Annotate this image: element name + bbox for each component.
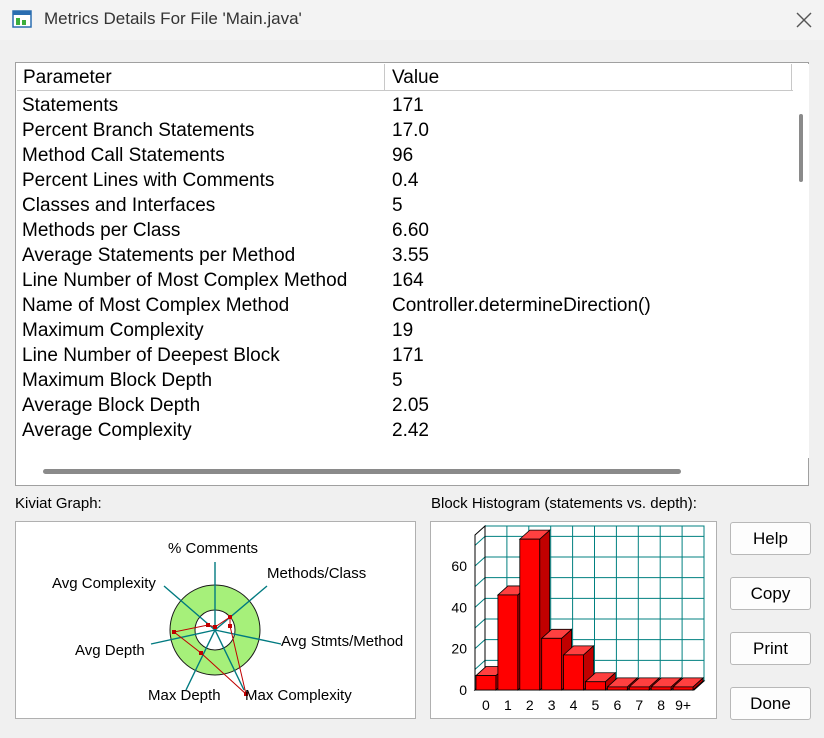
value-cell: 171: [392, 345, 424, 366]
parameter-cell: Percent Lines with Comments: [22, 170, 275, 191]
histogram-gridline: [474, 618, 486, 629]
kiviat-axis-avg-complexity: Avg Complexity: [52, 575, 156, 592]
window-title: Metrics Details For File 'Main.java': [44, 9, 302, 28]
horizontal-scrollbar[interactable]: [17, 459, 794, 485]
value-cell: 164: [392, 270, 424, 291]
histogram-x-tick-label: 2: [526, 697, 534, 713]
parameter-cell: Average Statements per Method: [22, 245, 296, 266]
parameter-cell: Line Number of Deepest Block: [22, 345, 280, 366]
histogram-y-tick-label: 0: [459, 682, 467, 698]
parameter-cell: Maximum Complexity: [22, 320, 204, 341]
histogram-gridline: [474, 639, 486, 650]
histogram-x-tick-label: 3: [548, 697, 556, 713]
histogram-gridline: [474, 597, 486, 608]
histogram-y-tick-label: 20: [451, 641, 467, 657]
histogram-gridline: [474, 577, 486, 588]
histogram-x-tick-label: 6: [613, 697, 621, 713]
value-cell: 5: [392, 195, 403, 216]
histogram-y-tick-label: 40: [451, 599, 467, 615]
help-button[interactable]: Help: [730, 522, 811, 555]
parameter-cell: Average Block Depth: [22, 395, 201, 416]
copy-button[interactable]: Copy: [730, 577, 811, 610]
table-row[interactable]: Method Call Statements 96: [17, 143, 793, 168]
table-row[interactable]: Name of Most Complex Method Controller.de…: [17, 293, 793, 318]
histogram-x-tick-label: 9+: [675, 697, 691, 713]
histogram-label: Block Histogram (statements vs. depth):: [431, 495, 697, 512]
histogram-gridline: [474, 535, 486, 546]
histogram-x-tick-label: 7: [635, 697, 643, 713]
table-row[interactable]: Average Complexity 2.42: [17, 418, 793, 443]
value-cell: 3.55: [392, 245, 429, 266]
value-cell: 5: [392, 370, 403, 391]
histogram-gridline: [474, 556, 486, 567]
value-cell: 171: [392, 95, 424, 116]
app-window-icon: [12, 10, 32, 28]
kiviat-label: Kiviat Graph:: [15, 495, 102, 512]
table-row[interactable]: Classes and Interfaces 5: [17, 193, 793, 218]
histogram-bar: [672, 677, 705, 691]
table-header: Parameter Value: [17, 64, 793, 91]
metrics-table[interactable]: Parameter Value Statements 171 Percent Bra…: [15, 62, 809, 486]
table-row[interactable]: Percent Branch Statements 17.0: [17, 118, 793, 143]
parameter-cell: Name of Most Complex Method: [22, 295, 290, 316]
value-cell: 96: [392, 145, 414, 166]
parameter-cell: Average Complexity: [22, 420, 192, 441]
parameter-cell: Classes and Interfaces: [22, 195, 216, 216]
table-body: Statements 171 Percent Branch Statements 17…: [17, 93, 793, 443]
histogram-x-tick-label: 4: [570, 697, 578, 713]
parameter-cell: Percent Branch Statements: [22, 120, 255, 141]
table-row[interactable]: Percent Lines with Comments 0.4: [17, 168, 793, 193]
close-icon: [796, 12, 812, 28]
value-cell: 0.4: [392, 170, 419, 191]
kiviat-axis-methods-class: Methods/Class: [267, 565, 366, 582]
table-row[interactable]: Average Statements per Method 3.55: [17, 243, 793, 268]
print-button[interactable]: Print: [730, 632, 811, 665]
column-header-value[interactable]: Value: [386, 64, 792, 91]
kiviat-graph: % Comments Methods/Class Avg Stmts/Metho…: [15, 521, 416, 719]
close-button[interactable]: [784, 0, 824, 40]
table-row[interactable]: Line Number of Most Complex Method 164: [17, 268, 793, 293]
value-cell: Controller.determineDirection(): [392, 295, 651, 316]
histogram-x-tick-label: 5: [592, 697, 600, 713]
vertical-scroll-thumb[interactable]: [799, 114, 803, 182]
histogram-bar: [584, 671, 617, 691]
histogram-x-tick-label: 0: [482, 697, 490, 713]
value-cell: 17.0: [392, 120, 429, 141]
vertical-scrollbar[interactable]: [794, 64, 809, 458]
title-bar: Metrics Details For File 'Main.java': [0, 0, 824, 40]
kiviat-axis-max-depth: Max Depth: [148, 687, 221, 704]
value-cell: 6.60: [392, 220, 429, 241]
kiviat-axis-avg-stmts: Avg Stmts/Method: [281, 633, 403, 650]
horizontal-scroll-thumb[interactable]: [43, 469, 681, 474]
column-header-parameter[interactable]: Parameter: [17, 64, 385, 91]
parameter-cell: Maximum Block Depth: [22, 370, 213, 391]
table-row[interactable]: Methods per Class 6.60: [17, 218, 793, 243]
table-row[interactable]: Average Block Depth 2.05: [17, 393, 793, 418]
value-cell: 19: [392, 320, 414, 341]
parameter-cell: Method Call Statements: [22, 145, 225, 166]
kiviat-axis-comments: % Comments: [168, 540, 258, 557]
value-cell: 2.05: [392, 395, 429, 416]
value-cell: 2.42: [392, 420, 429, 441]
table-row[interactable]: Line Number of Deepest Block 171: [17, 343, 793, 368]
histogram-x-tick-label: 8: [657, 697, 665, 713]
table-row[interactable]: Statements 171: [17, 93, 793, 118]
histogram-gridline: [474, 659, 486, 670]
histogram-x-tick-label: 1: [504, 697, 512, 713]
kiviat-axis-avg-depth: Avg Depth: [75, 642, 145, 659]
block-histogram: 0 20 40 60 0 1 2 3 4 5 6 7 8 9+: [430, 521, 717, 719]
parameter-cell: Methods per Class: [22, 220, 181, 241]
parameter-cell: Statements: [22, 95, 119, 116]
parameter-cell: Line Number of Most Complex Method: [22, 270, 348, 291]
histogram-y-tick-label: 60: [451, 558, 467, 574]
table-row[interactable]: Maximum Block Depth 5: [17, 368, 793, 393]
kiviat-axis-max-complexity: Max Complexity: [245, 687, 352, 704]
table-row[interactable]: Maximum Complexity 19: [17, 318, 793, 343]
done-button[interactable]: Done: [730, 687, 811, 720]
